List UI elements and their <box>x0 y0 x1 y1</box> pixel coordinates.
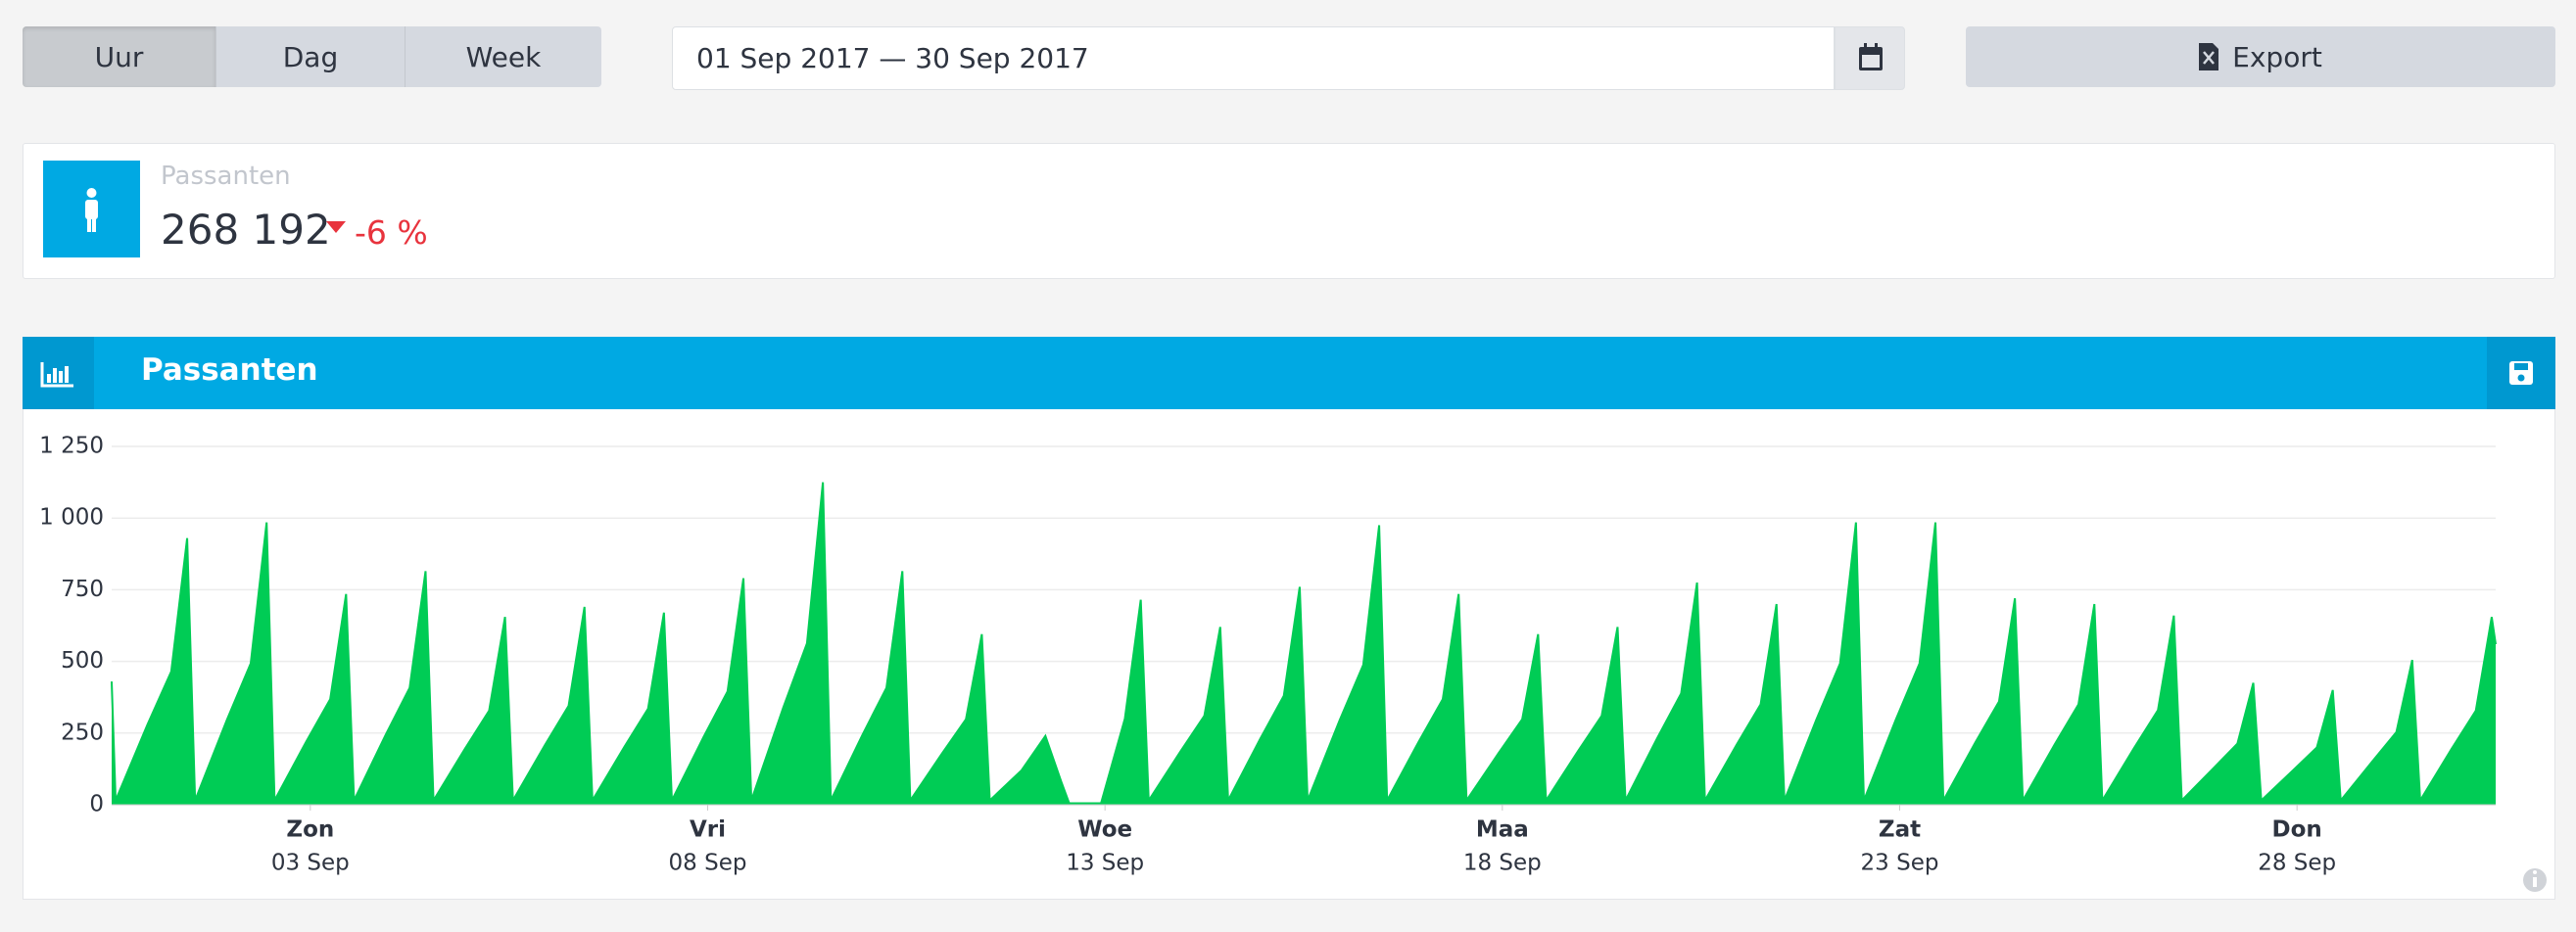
calendar-button[interactable] <box>1835 26 1905 90</box>
area-fill <box>112 482 2496 805</box>
file-icon <box>2199 43 2219 70</box>
x-tick-label: Zat <box>1879 817 1921 843</box>
y-tick-label: 1 000 <box>39 505 104 531</box>
calendar-icon <box>1859 43 1883 70</box>
y-tick-label: 1 250 <box>39 434 104 459</box>
x-tick-label: Maa <box>1476 817 1529 843</box>
kpi-change: -6 % <box>355 213 428 252</box>
kpi-value: 268 192 <box>161 206 331 254</box>
panel-header <box>23 337 2555 409</box>
y-tick-label: 250 <box>61 720 104 745</box>
chart-icon <box>23 337 94 409</box>
info-icon[interactable] <box>2523 868 2547 892</box>
export-button[interactable]: Export <box>1966 26 2555 87</box>
granularity-button[interactable]: Week <box>405 26 601 87</box>
kpi-card <box>23 143 2555 279</box>
bar-chart-icon <box>40 362 73 388</box>
x-tick-label: Woe <box>1077 817 1132 843</box>
date-range-input[interactable]: 01 Sep 2017 — 30 Sep 2017 <box>672 26 1835 90</box>
kpi-label: Passanten <box>161 162 291 191</box>
x-tick-label: 13 Sep <box>1066 851 1144 876</box>
kpi-icon <box>43 161 140 257</box>
y-tick-label: 0 <box>89 792 104 817</box>
area-line <box>111 482 2497 805</box>
x-tick-label: 23 Sep <box>1861 851 1939 876</box>
x-tick-label: Vri <box>690 817 726 843</box>
x-tick-label: 03 Sep <box>271 851 350 876</box>
x-tick-label: 18 Sep <box>1463 851 1542 876</box>
panel-title: Passanten <box>141 352 318 388</box>
x-tick-label: Don <box>2272 817 2322 843</box>
save-icon <box>2509 361 2533 385</box>
export-label: Export <box>2232 40 2322 73</box>
granularity-button[interactable]: Uur <box>23 26 216 87</box>
x-tick-label: Zon <box>286 817 334 843</box>
chart: 0 250 500 750 1 000 1 250 Zon 03 Sep Vri 08 Sep Wo… <box>39 434 2547 892</box>
y-tick-label: 750 <box>61 577 104 602</box>
person-icon <box>85 188 98 232</box>
save-button[interactable] <box>2487 337 2555 409</box>
granularity-button[interactable]: Dag <box>216 26 405 87</box>
x-tick-label: 08 Sep <box>669 851 747 876</box>
y-tick-label: 500 <box>61 648 104 674</box>
x-tick-label: 28 Sep <box>2258 851 2336 876</box>
down-arrow <box>326 221 346 233</box>
